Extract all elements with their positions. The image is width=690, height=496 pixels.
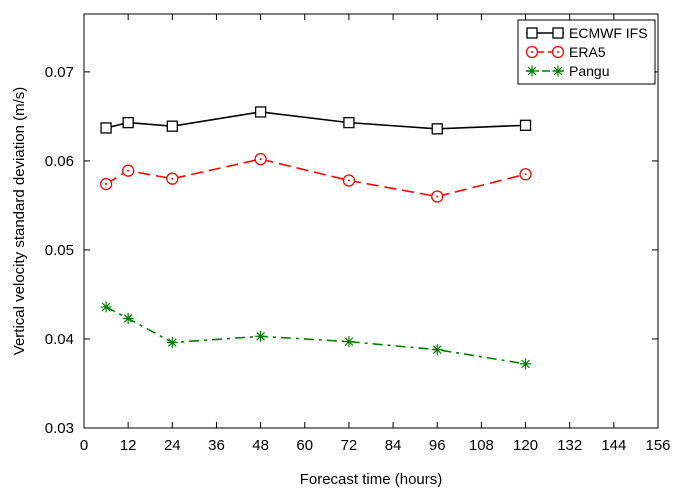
x-tick-label: 24 bbox=[164, 437, 181, 454]
data-point bbox=[431, 123, 443, 135]
x-tick-label: 48 bbox=[252, 437, 269, 454]
data-point bbox=[122, 312, 134, 324]
legend-marker bbox=[525, 45, 539, 59]
x-tick-label: 96 bbox=[429, 437, 446, 454]
x-tick-label: 36 bbox=[208, 437, 225, 454]
legend-marker bbox=[551, 45, 565, 59]
x-axis: 0 12 24 36 48 60 72 84 96 108 120 132 144 156 bbox=[80, 14, 671, 454]
legend-label-pangu: Pangu bbox=[569, 63, 609, 79]
x-tick-label: 84 bbox=[385, 437, 402, 454]
x-tick-label: 60 bbox=[296, 437, 313, 454]
x-tick-label: 108 bbox=[469, 437, 494, 454]
data-point bbox=[343, 336, 355, 348]
x-axis-title: Forecast time (hours) bbox=[300, 471, 443, 488]
data-point bbox=[519, 119, 532, 131]
data-point bbox=[255, 330, 267, 342]
legend-marker-dot bbox=[557, 51, 559, 53]
data-point bbox=[166, 337, 178, 349]
data-point bbox=[100, 301, 112, 313]
data-point bbox=[342, 174, 356, 187]
data-point bbox=[166, 120, 178, 132]
y-tick-label: 0.05 bbox=[45, 242, 74, 259]
y-tick-label: 0.03 bbox=[45, 420, 74, 437]
legend-box bbox=[517, 19, 656, 85]
legend-marker bbox=[526, 27, 538, 39]
legend-marks bbox=[525, 27, 565, 77]
data-point bbox=[122, 164, 135, 177]
legend-marker bbox=[552, 27, 564, 39]
y-tick-label: 0.06 bbox=[45, 153, 74, 170]
data-point-dot bbox=[347, 179, 350, 182]
data-point bbox=[122, 116, 134, 129]
data-point bbox=[431, 344, 443, 356]
data-point bbox=[254, 106, 267, 118]
legend-marker-dot bbox=[531, 51, 533, 53]
legend-label-era5: ERA5 bbox=[569, 44, 606, 60]
x-tick-label: 132 bbox=[557, 437, 582, 454]
data-point bbox=[99, 177, 113, 191]
data-point-dot bbox=[436, 195, 439, 198]
x-tick-label: 156 bbox=[645, 437, 670, 454]
y-axis: 0.03 0.04 0.05 0.06 0.07 bbox=[45, 64, 658, 437]
data-point-dot bbox=[171, 177, 174, 180]
y-axis-title: Vertical velocity standard deviation (m/… bbox=[11, 87, 28, 355]
series-layer bbox=[99, 106, 532, 370]
series-2 bbox=[100, 301, 532, 370]
data-point-dot bbox=[105, 183, 108, 186]
x-tick-label: 0 bbox=[80, 437, 88, 454]
data-point bbox=[343, 116, 355, 129]
data-point bbox=[166, 172, 179, 185]
y-tick-label: 0.04 bbox=[45, 331, 74, 348]
data-point bbox=[431, 190, 444, 203]
data-point-dot bbox=[259, 158, 262, 161]
x-tick-label: 12 bbox=[120, 437, 137, 454]
data-point bbox=[520, 358, 532, 370]
legend-marker bbox=[552, 65, 564, 77]
legend-marker bbox=[526, 65, 538, 77]
data-point bbox=[100, 122, 112, 134]
data-point-dot bbox=[524, 173, 527, 176]
data-point bbox=[254, 152, 267, 166]
data-point bbox=[519, 168, 532, 181]
legend-label-ecmwf: ECMWF IFS bbox=[569, 25, 648, 41]
series-1 bbox=[99, 152, 532, 203]
x-tick-label: 144 bbox=[601, 437, 626, 454]
x-tick-label: 72 bbox=[341, 437, 358, 454]
series-0 bbox=[100, 106, 532, 135]
x-tick-label: 120 bbox=[513, 437, 538, 454]
legend: ECMWF IFS ERA5 Pangu bbox=[517, 19, 656, 85]
y-tick-label: 0.07 bbox=[45, 64, 74, 81]
data-point-dot bbox=[127, 169, 130, 172]
